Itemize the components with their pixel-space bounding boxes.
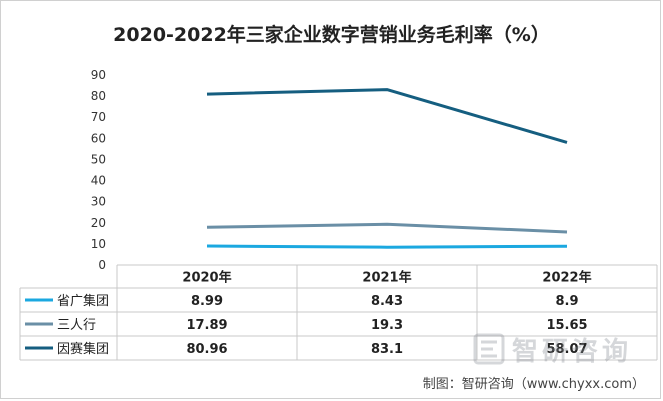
y-tick-label: 30 bbox=[91, 195, 106, 209]
source-note: 制图：智研咨询（www.chyxx.com） bbox=[422, 377, 645, 392]
chart-title: 2020-2022年三家企业数字营销业务毛利率（%） bbox=[113, 24, 550, 46]
data-label: 17.89 bbox=[186, 318, 227, 333]
x-tick-label: 2022年 bbox=[542, 270, 591, 286]
y-tick-label: 20 bbox=[91, 216, 106, 230]
series-line bbox=[206, 244, 568, 249]
watermark: 智研咨询 bbox=[472, 331, 632, 367]
chyxx-logo-icon bbox=[473, 333, 505, 365]
x-tick-label: 2021年 bbox=[362, 270, 411, 286]
y-tick-label: 50 bbox=[91, 152, 106, 166]
legend-label: 三人行 bbox=[57, 318, 96, 333]
data-label: 8.99 bbox=[191, 294, 223, 309]
y-tick-label: 40 bbox=[91, 174, 106, 188]
data-label: 83.1 bbox=[371, 342, 403, 357]
series-line bbox=[206, 222, 568, 234]
data-label: 19.3 bbox=[371, 318, 403, 333]
y-tick-label: 90 bbox=[91, 68, 106, 82]
watermark-text: 智研咨询 bbox=[512, 336, 633, 367]
series-line bbox=[206, 88, 568, 144]
series-lines bbox=[206, 88, 568, 249]
data-label: 58.07 bbox=[546, 342, 587, 357]
data-label: 8.9 bbox=[555, 294, 578, 309]
x-tick-label: 2020年 bbox=[182, 270, 231, 286]
legend-label: 省广集团 bbox=[57, 293, 109, 309]
y-tick-label: 60 bbox=[91, 131, 106, 145]
y-tick-label: 0 bbox=[98, 258, 106, 272]
data-label: 80.96 bbox=[186, 342, 227, 357]
data-label: 15.65 bbox=[546, 318, 587, 333]
legend-label: 因赛集团 bbox=[57, 341, 109, 357]
y-tick-label: 80 bbox=[91, 89, 106, 103]
y-tick-label: 10 bbox=[91, 237, 106, 251]
data-label: 8.43 bbox=[371, 294, 403, 309]
y-tick-label: 70 bbox=[91, 110, 106, 124]
y-axis: 0 10 20 30 40 50 60 70 80 90 bbox=[91, 68, 106, 272]
